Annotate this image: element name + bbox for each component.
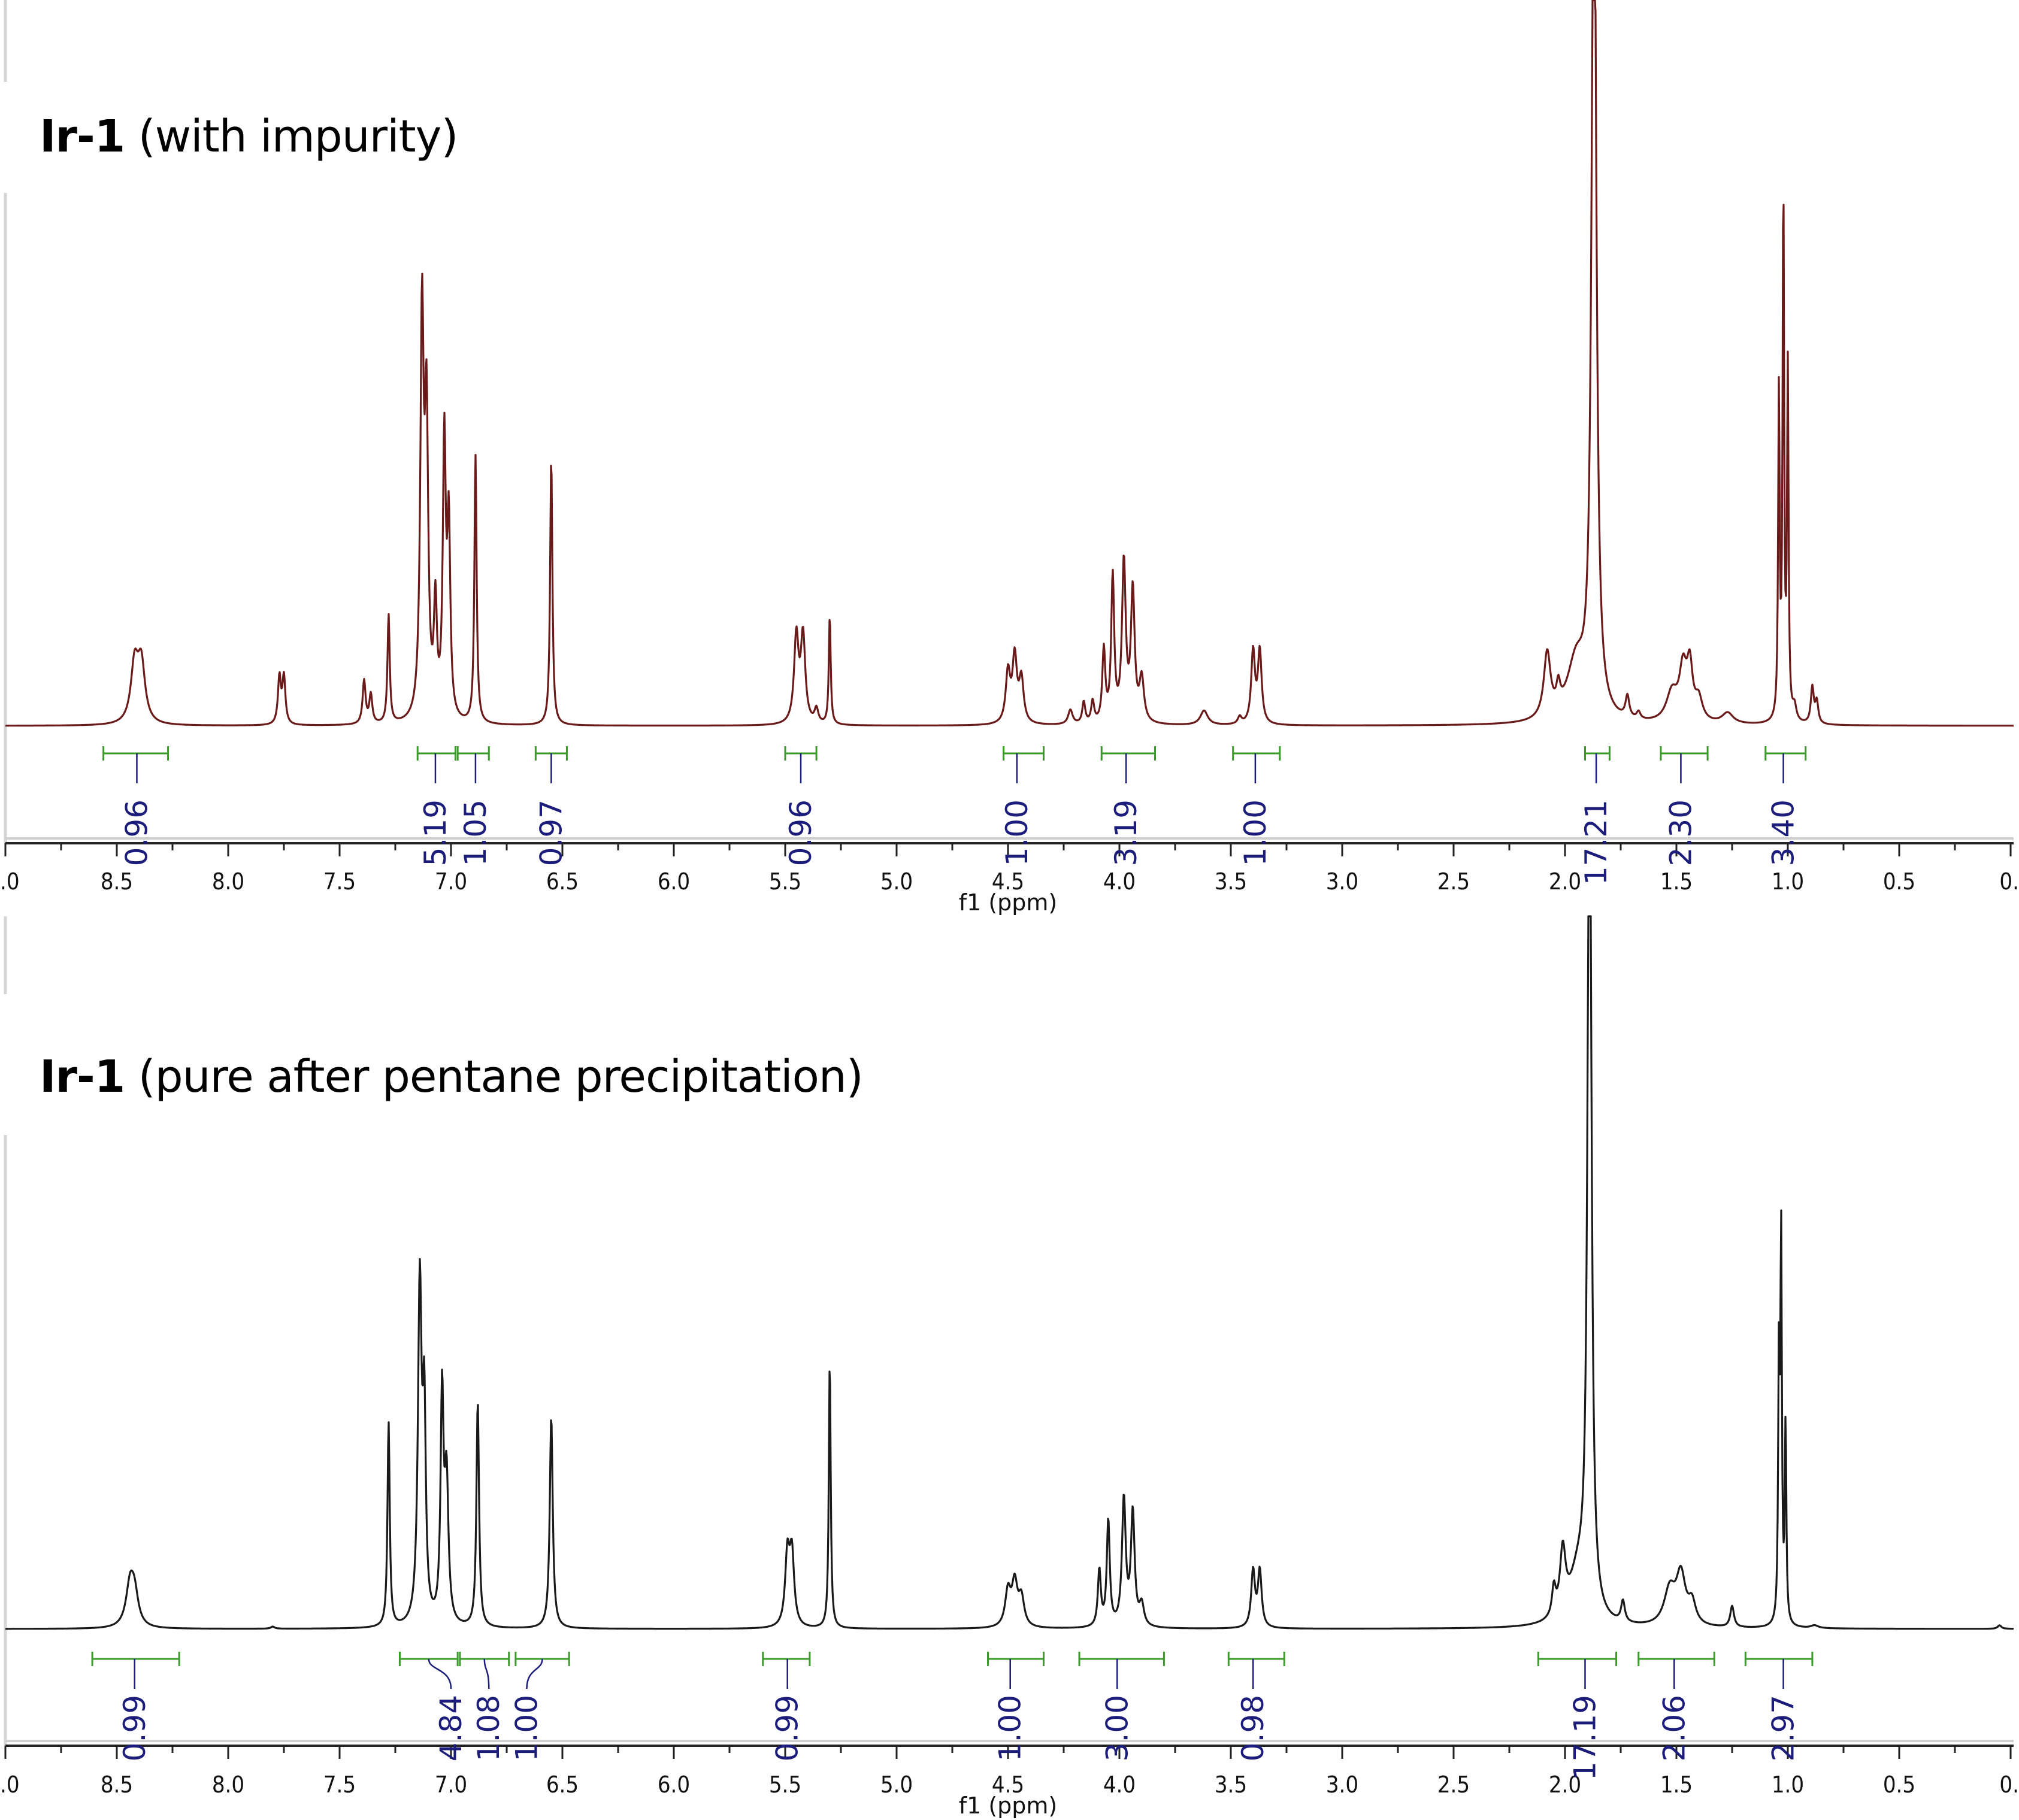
integral-value: 1.00: [1238, 800, 1273, 866]
integral-marker: 2.30: [1660, 746, 1709, 866]
x-tick-label: 2.5: [1437, 868, 1470, 895]
x-tick-label: 6.0: [658, 868, 690, 895]
integral-marker: 3.19: [1100, 746, 1157, 866]
x-tick-label: 3.5: [1215, 1771, 1247, 1798]
integral-value: 0.98: [1236, 1695, 1270, 1761]
integral-marker: 0.97: [534, 746, 568, 866]
integral-value: 2.30: [1663, 800, 1698, 866]
x-tick-label: 5.0: [880, 1771, 913, 1798]
integral-marker: 1.00: [1232, 746, 1281, 866]
x-tick-label: 8.0: [212, 1771, 244, 1798]
x-tick-label: 8.5: [101, 868, 133, 895]
integral-value: 1.08: [471, 1695, 506, 1761]
x-axis-title: f1 (ppm): [959, 889, 1058, 916]
x-tick-label: 2.0: [1549, 1771, 1581, 1798]
integral-marker: 1.08: [459, 1652, 510, 1761]
integral-marker: 2.97: [1744, 1652, 1814, 1761]
x-tick-label: 5.5: [769, 868, 801, 895]
integral-value: 5.19: [418, 800, 453, 866]
integral-value: 0.96: [119, 800, 154, 866]
integral-value: 17.21: [1579, 800, 1614, 885]
x-tick-label: 1.0: [1772, 1771, 1804, 1798]
integral-marker: 0.96: [102, 746, 169, 866]
x-tick-label: 4.0: [1103, 868, 1136, 895]
x-tick-label: 7.5: [323, 1771, 356, 1798]
integral-marker: 2.06: [1637, 1652, 1715, 1761]
spectrum-trace: [5, 0, 2014, 727]
x-tick-label: 0.: [1999, 1771, 2019, 1798]
x-tick-label: 1.5: [1660, 868, 1693, 895]
integral-marker: 5.19: [416, 746, 456, 866]
spectrum-panel-top: .0 8.5 8.0 7.5 7.0 6.5 6.0 5.5 5.0 4.5 4.0 3.5 3.0 2.…: [0, 0, 2019, 916]
integral-value: 3.19: [1109, 800, 1143, 866]
x-tick-label: 7.5: [323, 868, 356, 895]
integral-marker: 1.00: [509, 1652, 570, 1761]
integral-marker: 0.96: [783, 746, 818, 866]
integral-value: 2.97: [1766, 1695, 1801, 1761]
integral-value: 0.96: [783, 800, 818, 866]
integral-marker: 4.84: [398, 1652, 468, 1761]
integral-marker: 1.00: [987, 1652, 1045, 1761]
x-tick-label: 0.5: [1883, 1771, 1915, 1798]
x-tick-label: 8.0: [212, 868, 244, 895]
condition-label: (pure after pentane precipitation): [125, 1051, 864, 1103]
x-tick-label: 0.: [1999, 868, 2019, 895]
integral-value: 0.99: [770, 1695, 805, 1761]
integral-marker: 0.99: [762, 1652, 811, 1761]
compound-label: Ir-1: [40, 111, 125, 162]
x-tick-label: 6.5: [546, 868, 579, 895]
integral-value: 3.40: [1766, 800, 1801, 866]
integral-marker: 3.40: [1764, 746, 1807, 866]
condition-label: (with impurity): [125, 111, 459, 162]
x-axis-title: f1 (ppm): [959, 1792, 1058, 1819]
integral-value: 1.05: [458, 800, 493, 866]
x-tick-label: 7.0: [435, 1771, 467, 1798]
spectrum-panel-bottom: .0 8.5 8.0 7.5 7.0 6.5 6.0 5.5 5.0 4.5 4.0 3.5 3.0 2.…: [0, 915, 2019, 1819]
x-tick-label: 0.5: [1883, 868, 1915, 895]
integral-value: 2.06: [1657, 1695, 1691, 1761]
x-tick-label: 8.5: [101, 1771, 133, 1798]
integral-value: 3.00: [1100, 1695, 1134, 1761]
x-tick-label: 3.5: [1215, 868, 1247, 895]
integral-value: 0.99: [117, 1695, 152, 1761]
x-tick-label: 3.0: [1326, 868, 1358, 895]
x-tick-label: 4.5: [992, 868, 1024, 895]
x-tick-label: 1.5: [1660, 1771, 1693, 1798]
integral-value: 0.97: [534, 800, 568, 866]
integral-marker: 0.98: [1227, 1652, 1285, 1761]
integral-marker: 1.05: [456, 746, 493, 866]
compound-label: Ir-1: [40, 1051, 125, 1103]
x-tick-label: 7.0: [435, 868, 467, 895]
integral-value: 1.00: [509, 1695, 544, 1761]
x-tick-label: .0: [0, 868, 20, 895]
integral-value: 1.00: [1000, 800, 1034, 866]
integral-value: 1.00: [993, 1695, 1028, 1761]
integral-marker: 0.99: [91, 1652, 180, 1761]
integral-marker: 3.00: [1078, 1652, 1165, 1761]
integral-marker: 17.21: [1579, 746, 1614, 885]
x-tick-label: 3.0: [1326, 1771, 1358, 1798]
panel-title-bottom: Ir-1 (pure after pentane precipitation): [40, 1051, 864, 1103]
panel-title-top: Ir-1 (with impurity): [40, 111, 458, 162]
x-tick-label: 5.5: [769, 1771, 801, 1798]
integral-value: 17.19: [1567, 1695, 1602, 1780]
x-tick-label: 6.0: [658, 1771, 690, 1798]
integral-value: 4.84: [434, 1695, 468, 1761]
integral-marker: 1.00: [1000, 746, 1045, 866]
x-tick-label: .0: [0, 1771, 20, 1798]
x-tick-label: 2.0: [1549, 868, 1581, 895]
x-tick-label: 5.0: [880, 868, 913, 895]
x-tick-label: 2.5: [1437, 1771, 1470, 1798]
x-tick-label: 4.0: [1103, 1771, 1136, 1798]
spectrum-trace: [5, 915, 2014, 1630]
x-tick-label: 1.0: [1772, 868, 1804, 895]
x-tick-label: 4.5: [992, 1771, 1024, 1798]
x-tick-label: 6.5: [546, 1771, 579, 1798]
integral-marker: 17.19: [1537, 1652, 1618, 1780]
